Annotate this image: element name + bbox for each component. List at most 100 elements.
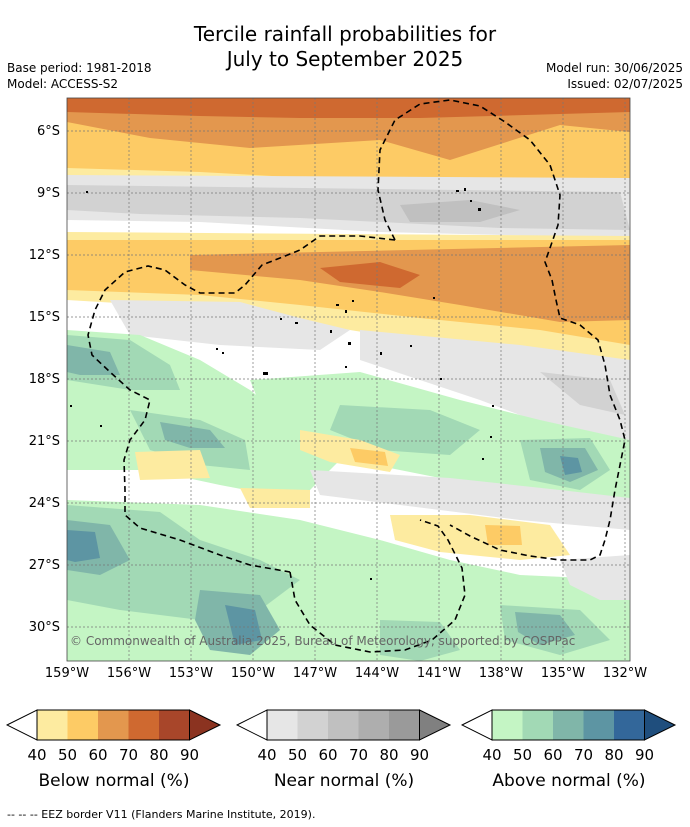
lat-label-9s: 9°S xyxy=(36,186,60,201)
legend-below-tick-60: 60 xyxy=(88,746,108,764)
legend-near-swatch xyxy=(267,710,298,740)
model-run: Model run: 30/06/2025 xyxy=(545,61,683,75)
legend-near-bar xyxy=(235,709,452,741)
legend-near-swatch xyxy=(358,710,389,740)
legend-below-tick-40: 40 xyxy=(27,746,47,764)
legend-near-tick-40: 40 xyxy=(257,746,277,764)
legend-above-label: Above normal (%) xyxy=(492,771,646,791)
map-field xyxy=(67,98,630,661)
near-band-24s xyxy=(310,470,630,530)
below-band-70 xyxy=(67,98,630,118)
issued-date: Issued: 02/07/2025 xyxy=(567,77,683,91)
lat-label-12s: 12°S xyxy=(28,248,60,263)
meta-right: Model run: 30/06/2025 Issued: 02/07/2025 xyxy=(546,60,683,92)
lon-label-141w: 141°W xyxy=(416,666,462,681)
legend-above-swatch xyxy=(614,710,645,740)
eez-borders xyxy=(87,99,626,653)
eez-border-south xyxy=(289,519,466,653)
legend-near-tick-60: 60 xyxy=(318,746,338,764)
lon-label-159w: 159°W xyxy=(44,666,90,681)
below-band2-60 xyxy=(190,245,630,322)
legend-above-swatch xyxy=(583,710,614,740)
lon-label-144w: 144°W xyxy=(354,666,400,681)
legend-above-tick-40: 40 xyxy=(482,746,502,764)
lon-label-138w: 138°W xyxy=(478,666,524,681)
near-band-60 xyxy=(400,200,520,222)
near-south-patch xyxy=(560,555,630,600)
legend-near-tick-70: 70 xyxy=(348,746,369,764)
legend-above-tick-60: 60 xyxy=(543,746,563,764)
title-line-2: July to September 2025 xyxy=(226,47,464,71)
title-line-1: Tercile rainfall probabilities for xyxy=(193,22,497,46)
below-patch-se-50 xyxy=(485,525,522,545)
map-frame xyxy=(66,97,631,662)
legend-below-swatch xyxy=(67,710,98,740)
legend-below-tick-70: 70 xyxy=(118,746,139,764)
legend-near-tick-50: 50 xyxy=(287,746,308,764)
lat-label-30s: 30°S xyxy=(28,620,60,635)
base-period: Base period: 1981-2018 xyxy=(7,61,152,75)
legend-near-tick-80: 80 xyxy=(379,746,399,764)
gridlines xyxy=(67,98,630,661)
legend-near-swatch xyxy=(297,710,328,740)
above-central-50 xyxy=(330,405,480,455)
above-east-70 xyxy=(560,456,582,475)
legend-below-low-arrow xyxy=(5,709,38,741)
below-patch-mid-2 xyxy=(350,448,388,466)
legend-below-swatch xyxy=(159,710,190,740)
legend-above-high-arrow xyxy=(644,709,677,741)
lon-label-135w: 135°W xyxy=(540,666,586,681)
near-patch-2 xyxy=(360,330,630,440)
legend-above-tick-90: 90 xyxy=(634,746,655,764)
lon-label-147w: 147°W xyxy=(292,666,338,681)
legend-below-label: Below normal (%) xyxy=(38,771,190,791)
legend-above-tick-70: 70 xyxy=(573,746,594,764)
legend-near-swatch xyxy=(328,710,359,740)
lat-label-18s: 18°S xyxy=(28,372,60,387)
legend-below-swatch xyxy=(98,710,129,740)
legend-near-swatch xyxy=(389,710,420,740)
below-patch-se-40 xyxy=(390,515,570,560)
probability-map xyxy=(66,97,631,662)
chart-title: Tercile rainfall probabilities for July … xyxy=(0,22,690,72)
legend-near-tick-90: 90 xyxy=(409,746,430,764)
above-south-70 xyxy=(67,530,100,562)
copyright-note: © Commonwealth of Australia 2025, Bureau… xyxy=(70,634,576,648)
legend-above-swatch xyxy=(492,710,523,740)
lat-label-15s: 15°S xyxy=(28,310,60,325)
below-band2-70 xyxy=(320,262,420,288)
legend-near-high-arrow xyxy=(419,709,452,741)
above-west-50 xyxy=(67,335,180,390)
legend-above-tick-80: 80 xyxy=(604,746,624,764)
lon-label-150w: 150°W xyxy=(230,666,276,681)
legend-above-tick-50: 50 xyxy=(512,746,533,764)
near-patch-3 xyxy=(540,372,625,415)
above-west-60 xyxy=(67,345,120,375)
legend-near-label: Near normal (%) xyxy=(273,771,415,791)
lon-label-132w: 132°W xyxy=(602,666,648,681)
lon-label-153w: 153°W xyxy=(168,666,214,681)
legend-below-tick-80: 80 xyxy=(149,746,169,764)
legend-above-bar xyxy=(460,709,677,741)
legend-above-low-arrow xyxy=(460,709,493,741)
legend-below-tick-90: 90 xyxy=(179,746,200,764)
legend-above: 40 50 60 70 80 90 Above normal (%) xyxy=(460,708,677,798)
legend-near-low-arrow xyxy=(235,709,268,741)
legend-below-swatch xyxy=(37,710,68,740)
model-name: Model: ACCESS-S2 xyxy=(7,77,119,91)
eez-footnote: -- -- -- EEZ border V11 (Flanders Marine… xyxy=(7,808,316,821)
lon-label-156w: 156°W xyxy=(106,666,152,681)
legend-below-swatch xyxy=(128,710,159,740)
above-mid-60 xyxy=(160,422,225,448)
legend-above-swatch xyxy=(553,710,584,740)
lat-label-24s: 24°S xyxy=(28,496,60,511)
below-patch-west-light xyxy=(135,450,210,480)
lat-label-6s: 6°S xyxy=(36,124,60,139)
below-patch-24s xyxy=(240,488,310,508)
legend-below-tick-50: 50 xyxy=(57,746,78,764)
legend-below-bar xyxy=(5,709,222,741)
meta-left: Base period: 1981-2018 Model: ACCESS-S2 xyxy=(7,60,152,92)
legend-near: 40 50 60 70 80 90 Near normal (%) xyxy=(235,708,452,798)
lat-label-27s: 27°S xyxy=(28,558,60,573)
above-south-east-60 xyxy=(515,612,575,645)
